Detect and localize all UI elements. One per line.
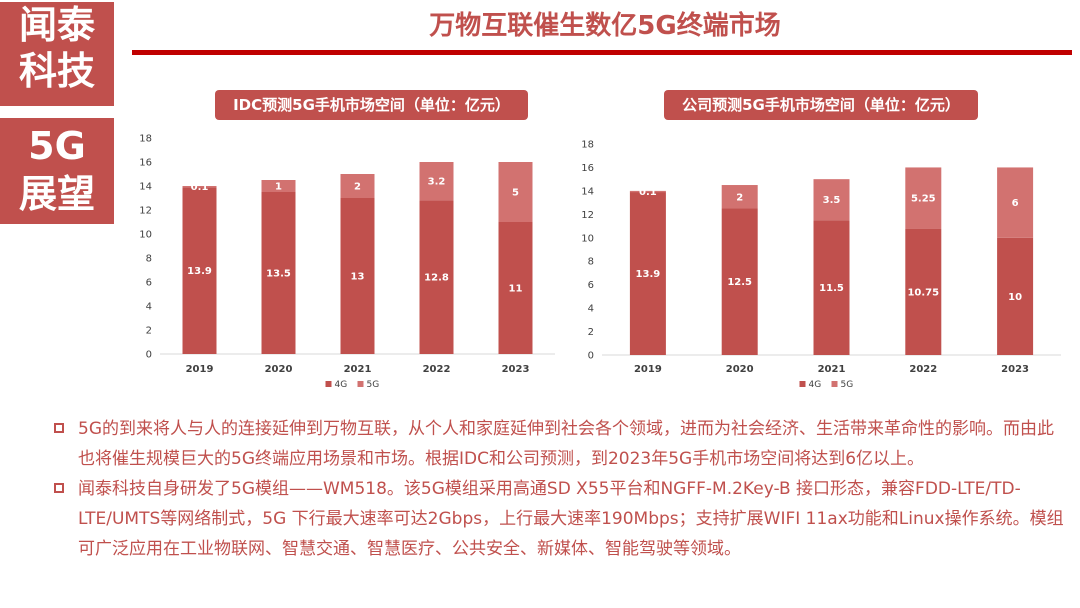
y-tick-label: 2 [588,327,594,338]
data-label-4g-2023: 10 [1008,292,1022,303]
bar-5g-2023 [498,162,533,222]
x-tick-label: 2021 [818,364,846,375]
data-label-4g-2019: 13.9 [636,269,661,280]
data-label-5g-2022: 3.2 [428,177,446,188]
bar-5g-2021 [813,179,850,221]
y-tick-label: 12 [581,210,594,221]
section-label-line-2: 展望 [18,172,95,216]
bar-5g-2022 [905,167,942,229]
x-tick-label: 2022 [423,364,451,375]
data-label-5g-2019: 0.1 [639,187,657,198]
data-label-4g-2023: 11 [509,284,523,295]
y-tick-label: 10 [581,233,594,244]
y-tick-label: 6 [146,278,152,289]
bullet-text-1: 5G的到来将人与人的连接延伸到万物互联，从个人和家庭延伸到社会各个领域，进而为社… [78,419,1054,469]
bar-4g-2022 [419,200,454,354]
data-label-4g-2021: 13 [351,272,365,283]
legend-swatch-5g [831,381,838,387]
y-tick-label: 8 [146,254,152,265]
bar-4g-2019 [629,192,666,355]
data-label-5g-2023: 6 [1012,198,1019,209]
bar-4g-2023 [498,222,533,354]
x-tick-label: 2019 [634,364,662,375]
data-label-4g-2022: 12.8 [424,273,449,284]
bar-4g-2021 [813,220,850,355]
y-tick-label: 2 [146,326,152,337]
x-tick-label: 2023 [502,364,530,375]
bar-4g-2020 [721,208,758,355]
data-label-5g-2020: 1 [275,182,282,193]
y-tick-label: 14 [139,182,152,193]
x-tick-label: 2020 [726,364,754,375]
chart-company-forecast: 0 2 4 6 8 10 12 14 16 18 13.9 0.1 2019 12.5 2 2020 11.5 3… [581,140,1061,390]
bar-5g-2019 [629,190,666,193]
bar-5g-2022 [419,162,454,201]
chart-idc-forecast: 0 2 4 6 8 10 12 14 16 18 13.9 0.1 2019 13.5 1 2020 13 2 20… [139,134,555,390]
y-tick-label: 10 [139,230,152,241]
legend-label-4g: 4G [809,380,822,390]
y-tick-label: 12 [139,206,152,217]
x-tick-label: 2021 [344,364,372,375]
bar-5g-2020 [721,185,758,209]
bar-5g-2019 [182,186,217,188]
bullet-item-2: 闻泰科技自身研发了5G模组——WM518。该5G模组采用高通SD X55平台和N… [54,474,1064,564]
y-tick-label: 4 [146,302,152,313]
bar-5g-2020 [261,180,296,192]
data-label-4g-2021: 11.5 [819,283,844,294]
y-tick-label: 6 [588,280,594,291]
data-label-5g-2021: 2 [354,182,361,193]
y-tick-label: 18 [581,140,594,151]
legend-swatch-4g [325,381,332,387]
data-label-5g-2020: 2 [736,192,743,203]
bar-4g-2023 [997,237,1034,355]
data-label-5g-2023: 5 [512,188,519,199]
data-label-5g-2022: 5.25 [911,194,936,205]
legend-label-5g: 5G [841,380,854,390]
data-label-5g-2019: 0.1 [191,182,209,193]
bullet-list: 5G的到来将人与人的连接延伸到万物互联，从个人和家庭延伸到社会各个领域，进而为社… [54,414,1064,564]
section-label-box: 5G 展望 [0,118,114,224]
legend-label-4g: 4G [335,380,348,390]
data-label-5g-2021: 3.5 [823,195,841,206]
y-tick-label: 0 [146,350,152,361]
page-title: 万物互联催生数亿5G终端市场 [429,11,781,41]
bar-5g-2021 [340,174,375,198]
bar-4g-2019 [182,187,217,354]
bullet-item-1: 5G的到来将人与人的连接延伸到万物互联，从个人和家庭延伸到社会各个领域，进而为社… [54,414,1064,474]
bullet-text-2: 闻泰科技自身研发了5G模组——WM518。该5G模组采用高通SD X55平台和N… [78,479,1064,559]
title-divider [132,50,1072,55]
bar-4g-2020 [261,192,296,354]
bar-4g-2021 [340,198,375,354]
data-label-4g-2019: 13.9 [187,266,212,277]
y-tick-label: 16 [581,163,594,174]
section-label-line-1: 5G [28,124,86,168]
brand-line-2: 科技 [18,49,95,93]
brand-logo-box: 闻泰 科技 [0,2,114,106]
chart-title-idc: IDC预测5G手机市场空间（单位：亿元） [215,90,528,120]
y-tick-label: 16 [139,158,152,169]
legend-label-5g: 5G [367,380,380,390]
chart-title-company: 公司预测5G手机市场空间（单位：亿元） [664,90,978,120]
bar-4g-2022 [905,228,942,355]
bullet-square-icon [54,423,64,433]
y-tick-label: 8 [588,257,594,268]
y-tick-label: 4 [588,304,594,315]
y-tick-label: 0 [588,351,594,362]
x-tick-label: 2020 [265,364,293,375]
brand-line-1: 闻泰 [18,3,95,47]
bar-5g-2023 [997,167,1034,238]
y-tick-label: 14 [581,186,594,197]
legend-swatch-4g [799,381,806,387]
data-label-4g-2020: 12.5 [727,277,752,288]
x-tick-label: 2023 [1001,364,1029,375]
bullet-square-icon [54,483,64,493]
x-tick-label: 2019 [186,364,214,375]
data-label-4g-2022: 10.75 [907,287,939,298]
x-tick-label: 2022 [909,364,937,375]
data-label-4g-2020: 13.5 [266,269,291,280]
y-tick-label: 18 [139,134,152,145]
legend-swatch-5g [357,381,364,387]
